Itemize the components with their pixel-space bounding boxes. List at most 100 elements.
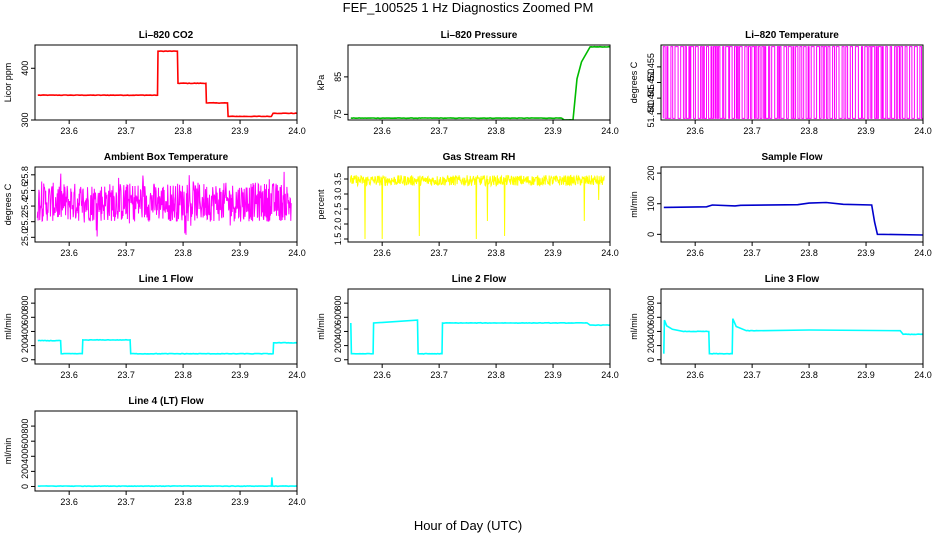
panel-title: Li–820 CO2 [139, 30, 194, 41]
x-tick-label: 23.7 [117, 126, 135, 136]
x-tick-label: 23.7 [430, 248, 448, 258]
x-tick-label: 24.0 [601, 248, 619, 258]
x-tick-label: 23.8 [487, 248, 505, 258]
x-tick-label: 23.6 [686, 126, 704, 136]
panel-title: Li–820 Temperature [745, 30, 839, 41]
x-tick-label: 23.9 [231, 370, 249, 380]
x-tick-label: 23.7 [743, 248, 761, 258]
panel-line1: Line 1 Flow 23.6 23.7 23.8 23.9 24.0 0 20040060… [3, 274, 306, 380]
x-tick-label: 24.0 [914, 370, 932, 380]
y-tick-label: 0 [20, 484, 30, 489]
y-tick-label: 600 [333, 310, 343, 325]
y-tick-label: 800 [20, 419, 30, 434]
series-group [37, 338, 297, 355]
plot-frame [347, 288, 611, 365]
y-tick-label: 600 [20, 310, 30, 325]
x-tick-label: 23.6 [60, 497, 78, 507]
x-tick-label: 23.8 [174, 126, 192, 136]
y-tick-label: 3.0 [333, 188, 343, 201]
series-line [36, 171, 292, 237]
x-tick-label: 23.7 [117, 248, 135, 258]
plot-frame [34, 166, 298, 243]
plot-frame [660, 166, 924, 243]
y-tick-label: 400 [20, 324, 30, 339]
panel-title: Li–820 Pressure [441, 30, 518, 41]
panel-title: Line 2 Flow [452, 274, 507, 285]
y-tick-label: 75 [333, 109, 343, 119]
series-group [350, 45, 610, 120]
panel-sample-flow: Sample Flow 23.6 23.7 23.8 23.9 24.0 0 100 200 ml… [629, 152, 932, 258]
panel-co2: Li–820 CO2 23.6 23.7 23.8 23.9 24.0 300 400 Lico… [3, 30, 306, 136]
y-axis-label: ml/min [629, 313, 639, 340]
series-group [36, 171, 292, 237]
series-group [37, 50, 297, 118]
panel-line4: Line 4 (LT) Flow 23.6 23.7 23.8 23.9 24.0 0 200… [3, 396, 306, 507]
x-tick-label: 23.6 [60, 248, 78, 258]
x-tick-label: 24.0 [601, 370, 619, 380]
y-axis-label: ml/min [3, 438, 13, 465]
panel-line3: Line 3 Flow 23.6 23.7 23.8 23.9 24.0 0 20040060… [629, 274, 932, 380]
plot-frame [347, 166, 611, 243]
x-tick-label: 23.9 [857, 370, 875, 380]
x-tick-label: 23.9 [857, 126, 875, 136]
y-tick-label: 600 [646, 310, 656, 325]
series-line [349, 174, 605, 240]
y-tick-label: 25.0 [20, 229, 30, 247]
y-tick-label: 800 [646, 296, 656, 311]
x-tick-label: 23.9 [857, 248, 875, 258]
x-tick-label: 23.7 [743, 370, 761, 380]
x-tick-label: 23.9 [231, 126, 249, 136]
x-tick-label: 24.0 [288, 248, 306, 258]
x-tick-label: 23.7 [117, 497, 135, 507]
x-tick-label: 24.0 [288, 497, 306, 507]
x-tick-label: 23.8 [487, 370, 505, 380]
x-tick-label: 23.9 [231, 248, 249, 258]
y-tick-label: 25.2 [20, 213, 30, 231]
x-tick-label: 23.6 [373, 248, 391, 258]
y-axis-label: percent [316, 189, 326, 220]
y-tick-label: 1.5 [333, 233, 343, 246]
series-group [349, 174, 605, 240]
y-tick-label: 800 [20, 296, 30, 311]
series-group [37, 477, 297, 488]
panel-pressure: Li–820 Pressure 23.6 23.7 23.8 23.9 24.0 75 85 k… [316, 30, 619, 136]
x-tick-label: 23.6 [686, 370, 704, 380]
y-tick-label: 51.450 [646, 69, 656, 97]
y-axis-label: degrees C [629, 61, 639, 103]
x-tick-label: 23.6 [60, 126, 78, 136]
plot-frame [347, 44, 611, 121]
x-tick-label: 23.7 [430, 370, 448, 380]
x-tick-label: 23.9 [544, 248, 562, 258]
y-axis-label: kPa [316, 75, 326, 91]
y-axis-label: degrees C [3, 183, 13, 225]
y-tick-label: 200 [646, 166, 656, 181]
panel-line2: Line 2 Flow 23.6 23.7 23.8 23.9 24.0 0 20040060… [316, 274, 619, 380]
y-tick-label: 0 [646, 232, 656, 237]
series-group [663, 201, 923, 236]
x-tick-label: 23.8 [800, 126, 818, 136]
plot-frame [660, 288, 924, 365]
x-tick-label: 23.7 [117, 370, 135, 380]
series-line [663, 318, 923, 355]
y-tick-label: 0 [646, 357, 656, 362]
x-tick-label: 23.6 [60, 370, 78, 380]
series-line [350, 319, 610, 355]
panel-title: Line 1 Flow [139, 274, 194, 285]
y-tick-label: 600 [20, 434, 30, 449]
series-line [663, 201, 923, 236]
x-tick-label: 23.6 [373, 370, 391, 380]
x-tick-label: 23.9 [231, 497, 249, 507]
y-tick-label: 51.455 [646, 53, 656, 81]
panel-temperature: Li–820 Temperature 23.6 23.7 23.8 23.9 24.0 51… [629, 30, 932, 136]
x-tick-label: 24.0 [914, 248, 932, 258]
figure-title: FEF_100525 1 Hz Diagnostics Zoomed PM [342, 0, 594, 15]
y-tick-label: 400 [333, 324, 343, 339]
y-axis-label: ml/min [3, 313, 13, 340]
panel-title: Line 3 Flow [765, 274, 820, 285]
panel-box-temp: Ambient Box Temperature 23.6 23.7 23.8 23.9 2… [3, 152, 306, 258]
x-tick-label: 23.8 [800, 370, 818, 380]
x-tick-label: 24.0 [288, 126, 306, 136]
plot-frame [34, 44, 298, 121]
x-tick-label: 23.6 [373, 126, 391, 136]
plot-frame [34, 410, 298, 492]
